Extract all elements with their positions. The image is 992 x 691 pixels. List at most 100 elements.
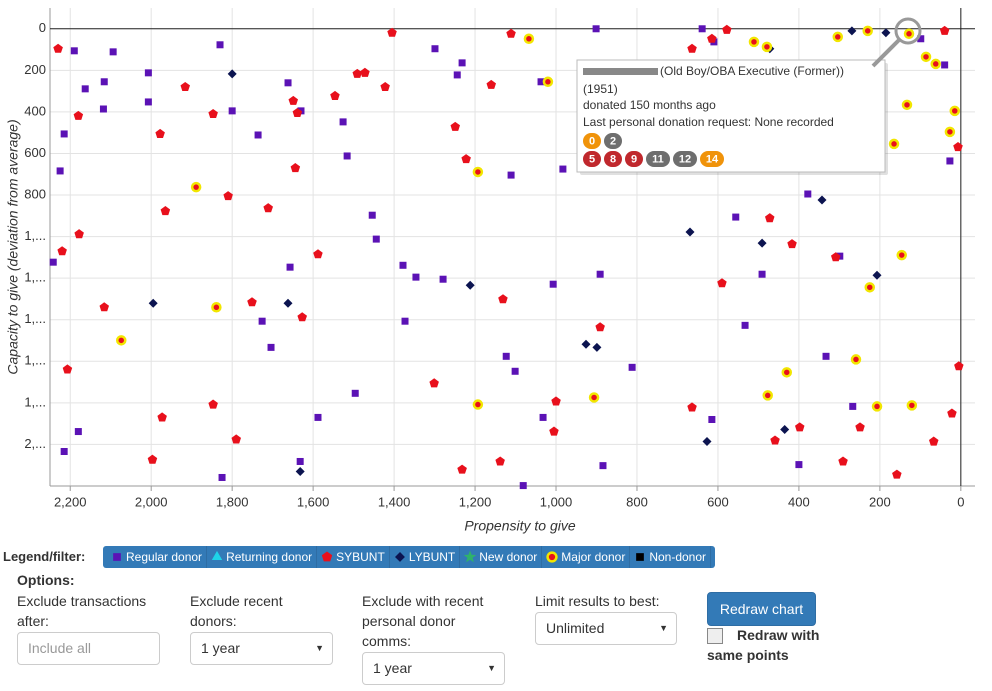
point: [817, 195, 827, 205]
select-value: 1 year: [201, 640, 240, 656]
point: [537, 78, 545, 86]
x-tick-label: 200: [869, 494, 891, 509]
point: [804, 190, 812, 198]
checkbox[interactable]: [707, 628, 723, 644]
point: [944, 126, 956, 138]
badge-label: 14: [706, 153, 719, 165]
legend-icon: [211, 551, 223, 560]
legend-icon: [394, 552, 405, 562]
point: [453, 71, 461, 79]
date-input[interactable]: Include all: [17, 632, 160, 665]
point: [539, 413, 547, 421]
point: [592, 25, 600, 33]
point: [296, 457, 304, 465]
point: [57, 246, 67, 256]
point: [732, 213, 740, 221]
y-tick-label: 1,...: [24, 228, 46, 243]
point: [762, 390, 773, 401]
point: [757, 238, 767, 248]
y-tick-label: 200: [24, 62, 46, 77]
point: [953, 142, 963, 152]
y-tick-label: 1,...: [24, 311, 46, 326]
select[interactable]: 1 year ▼: [362, 652, 505, 685]
point: [231, 434, 241, 444]
x-tick-label: 1,200: [459, 494, 492, 509]
point: [761, 41, 773, 53]
point: [896, 249, 907, 261]
point: [228, 107, 236, 115]
legend-icon: [113, 553, 121, 561]
point: [218, 473, 226, 481]
point: [314, 413, 322, 421]
point: [832, 31, 844, 43]
x-tick-label: 2,000: [135, 494, 168, 509]
legend-item[interactable]: Major donor: [542, 546, 631, 568]
badge: [583, 133, 601, 149]
legend-item[interactable]: SYBUNT: [317, 546, 390, 568]
point: [70, 47, 78, 55]
point: [787, 239, 797, 249]
point: [748, 36, 760, 48]
badge: [646, 151, 670, 167]
badge-label: 2: [610, 135, 616, 147]
point: [511, 367, 519, 375]
badge-label: 8: [610, 153, 616, 165]
point: [770, 435, 780, 445]
point: [211, 551, 223, 560]
point: [872, 270, 882, 280]
point: [258, 317, 266, 325]
point: [519, 482, 527, 490]
field-label: Exclude with recent personal donor comms…: [362, 593, 484, 649]
point: [458, 59, 466, 67]
point: [223, 191, 233, 201]
point: [439, 275, 447, 283]
x-tick-label: 2,200: [54, 494, 87, 509]
legend-item[interactable]: New donor: [460, 546, 543, 568]
point: [113, 553, 121, 561]
select[interactable]: Unlimited ▼: [535, 612, 677, 645]
point: [946, 157, 954, 165]
point: [465, 280, 475, 290]
point: [702, 437, 712, 446]
redacted-name: [583, 68, 658, 75]
point: [698, 25, 706, 33]
point: [855, 422, 865, 432]
point: [502, 352, 510, 360]
point: [148, 298, 158, 308]
point: [180, 82, 190, 91]
point: [881, 28, 891, 38]
legend-item[interactable]: Returning donor: [207, 546, 318, 568]
legend-item[interactable]: Regular donor: [107, 546, 208, 568]
point: [313, 249, 323, 259]
point: [903, 28, 915, 40]
x-tick-label: 1,400: [378, 494, 411, 509]
chart: 2,200 2,000 1,800 1,600 1,400 1,200 1,000 800 60…: [5, 8, 975, 534]
point: [157, 412, 167, 422]
badge: [583, 151, 601, 167]
point: [147, 454, 158, 464]
point: [871, 401, 883, 412]
point: [394, 552, 405, 562]
point: [592, 342, 602, 352]
point: [53, 43, 63, 53]
point: [450, 121, 460, 131]
select[interactable]: 1 year ▼: [190, 632, 333, 665]
point: [100, 78, 108, 86]
options-title: Options:: [17, 572, 75, 588]
point: [286, 263, 294, 271]
point: [717, 278, 727, 288]
badge-label: 5: [589, 153, 595, 165]
y-tick-label: 1,...: [24, 394, 46, 409]
legend-item[interactable]: LYBUNT: [390, 546, 461, 568]
legend-text: Regular donor: [126, 550, 203, 564]
point: [155, 128, 165, 138]
legend-item[interactable]: Non-donor: [630, 546, 712, 568]
legend-icon: [321, 551, 333, 562]
point: [227, 69, 237, 79]
point: [267, 343, 275, 351]
y-axis-title: Capacity to give (deviation from average…: [5, 119, 21, 374]
redraw-button[interactable]: Redraw chart: [707, 592, 816, 626]
point: [838, 456, 848, 466]
point: [901, 99, 913, 111]
